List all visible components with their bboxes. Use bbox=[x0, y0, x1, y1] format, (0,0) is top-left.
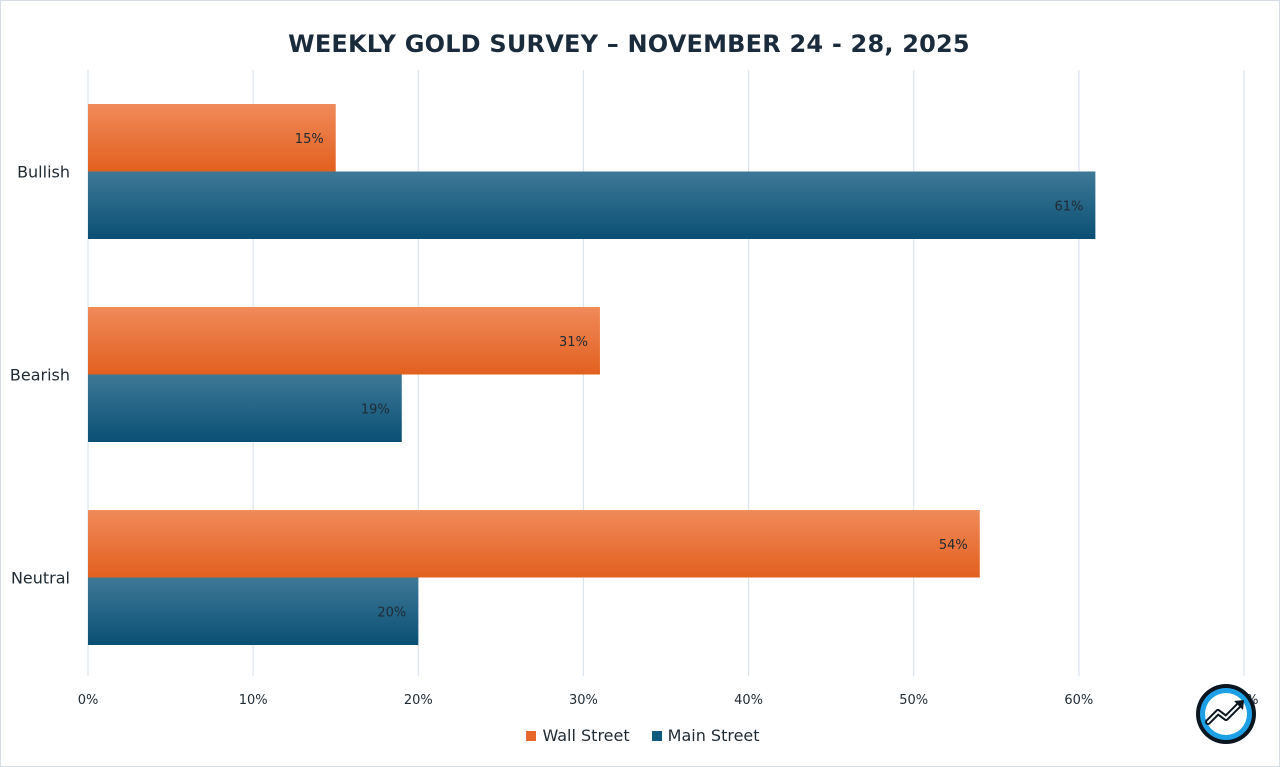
x-tick-label-20: 20% bbox=[404, 693, 433, 708]
legend-item-wall-street: Wall Street bbox=[526, 726, 630, 745]
data-label-wall-street-neutral: 54% bbox=[939, 538, 968, 553]
bar-main-street-bullish bbox=[88, 171, 1096, 239]
rising-arrow-logo-icon bbox=[1196, 684, 1256, 744]
bar-wall-street-neutral bbox=[88, 510, 980, 578]
category-label-neutral: Neutral bbox=[11, 569, 70, 588]
x-tick-label-10: 10% bbox=[239, 693, 268, 708]
bar-wall-street-bullish bbox=[88, 104, 336, 172]
bar-main-street-neutral bbox=[88, 577, 419, 645]
legend-label-wall-street: Wall Street bbox=[542, 726, 630, 745]
chart-title: WEEKLY GOLD SURVEY – NOVEMBER 24 - 28, 2… bbox=[288, 30, 970, 58]
legend-swatch-wall-street bbox=[526, 730, 537, 741]
category-label-bullish: Bullish bbox=[17, 163, 70, 182]
legend-swatch-main-street bbox=[651, 730, 662, 741]
chart-legend: Wall Street Main Street bbox=[0, 726, 1280, 745]
data-label-main-street-bearish: 19% bbox=[361, 402, 390, 417]
x-tick-label-60: 60% bbox=[1064, 693, 1093, 708]
x-tick-label-30: 30% bbox=[569, 693, 598, 708]
data-label-main-street-neutral: 20% bbox=[377, 605, 406, 620]
data-label-wall-street-bullish: 15% bbox=[295, 132, 324, 147]
bar-main-street-bearish bbox=[88, 374, 402, 442]
category-label-bearish: Bearish bbox=[10, 366, 70, 385]
bar-wall-street-bearish bbox=[88, 307, 600, 375]
x-tick-label-40: 40% bbox=[734, 693, 763, 708]
data-label-main-street-bullish: 61% bbox=[1054, 199, 1083, 214]
data-label-wall-street-bearish: 31% bbox=[559, 335, 588, 350]
legend-label-main-street: Main Street bbox=[667, 726, 760, 745]
legend-item-main-street: Main Street bbox=[651, 726, 760, 745]
x-tick-label-50: 50% bbox=[899, 693, 928, 708]
x-tick-label-0: 0% bbox=[78, 693, 99, 708]
